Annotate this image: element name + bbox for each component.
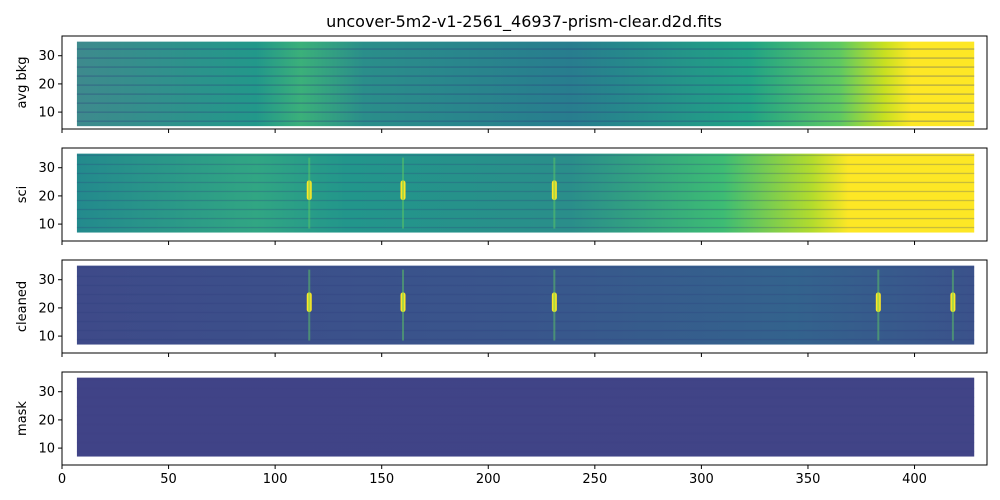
row-stripe [76, 378, 975, 381]
panel-image [76, 377, 975, 457]
row-stripe [76, 93, 975, 95]
row-stripe [76, 181, 975, 184]
y-axis-label: sci [15, 186, 30, 204]
row-stripe [76, 302, 975, 305]
y-axis-label: cleaned [15, 281, 30, 332]
row-stripe [76, 414, 975, 417]
y-tick-label: 10 [38, 330, 55, 345]
row-stripe [76, 266, 975, 269]
row-stripe [76, 120, 975, 122]
row-stripe [76, 226, 975, 229]
y-tick-label: 10 [38, 106, 55, 121]
row-stripe [76, 320, 975, 323]
emission-line-trace [402, 157, 405, 229]
panel-2: 10 20 30 sci [15, 147, 988, 245]
row-stripe [76, 102, 975, 104]
y-tick-label: 20 [38, 77, 55, 92]
emission-line-trace [402, 269, 405, 341]
emission-line-trace [951, 269, 954, 341]
y-tick-label: 30 [38, 273, 55, 288]
panels: 10 20 30 avg bkg 10 20 30 sci 10 20 30 cleaned 10 20 3… [15, 35, 988, 487]
row-stripe [76, 275, 975, 278]
row-stripe [76, 75, 975, 77]
axes-frame [61, 35, 988, 130]
x-tick-label: 400 [902, 472, 927, 487]
y-tick-label: 20 [38, 189, 55, 204]
y-tick-label: 30 [38, 49, 55, 64]
image-region [76, 377, 975, 457]
x-tick-label: 150 [369, 472, 394, 487]
row-stripe [76, 423, 975, 426]
axes-frame [61, 147, 988, 242]
panel-image [76, 265, 975, 345]
row-stripe [76, 199, 975, 202]
axes-frame [61, 371, 988, 466]
row-stripe [76, 396, 975, 399]
row-stripe [76, 405, 975, 408]
row-stripe [76, 48, 975, 50]
x-tick-label: 200 [476, 472, 501, 487]
row-stripe [76, 284, 975, 287]
row-stripe [76, 57, 975, 59]
x-tick-label: 100 [263, 472, 288, 487]
row-stripe [76, 190, 975, 193]
emission-line-trace [553, 157, 556, 229]
row-stripe [76, 163, 975, 166]
image-region [76, 41, 975, 127]
x-tick-label: 250 [582, 472, 607, 487]
image-region [76, 153, 975, 233]
y-tick-label: 20 [38, 301, 55, 316]
row-stripe [76, 208, 975, 211]
y-axis-label: avg bkg [15, 56, 30, 108]
y-tick-label: 30 [38, 385, 55, 400]
image-region [76, 265, 975, 345]
panel-4: 10 20 30 mask 0 50 100 150 200 250 300 350 400 [15, 371, 988, 487]
y-tick-label: 30 [38, 161, 55, 176]
x-tick-label: 50 [160, 472, 177, 487]
y-tick-label: 10 [38, 442, 55, 457]
emission-line-trace [308, 157, 311, 229]
row-stripe [76, 293, 975, 296]
panel-1: 10 20 30 avg bkg [15, 35, 988, 133]
row-stripe [76, 432, 975, 435]
row-stripe [76, 338, 975, 341]
y-axis-label: mask [15, 401, 30, 436]
row-stripe [76, 441, 975, 444]
row-stripe [76, 154, 975, 157]
row-stripe [76, 450, 975, 453]
row-stripe [76, 329, 975, 332]
y-tick-label: 20 [38, 413, 55, 428]
row-stripe [76, 66, 975, 68]
x-tick-label: 0 [58, 472, 66, 487]
panel-image [76, 153, 975, 233]
x-tick-label: 350 [796, 472, 821, 487]
x-tick-label: 300 [689, 472, 714, 487]
emission-line-trace [308, 269, 311, 341]
panel-image [76, 41, 975, 127]
emission-line-trace [877, 269, 880, 341]
row-stripe [76, 311, 975, 314]
emission-line-trace [553, 269, 556, 341]
row-stripe [76, 172, 975, 175]
panel-3: 10 20 30 cleaned [15, 259, 988, 357]
chart-title: uncover-5m2-v1-2561_46937-prism-clear.d2… [326, 12, 722, 32]
row-stripe [76, 84, 975, 86]
row-stripe [76, 217, 975, 220]
y-tick-label: 10 [38, 218, 55, 233]
row-stripe [76, 111, 975, 113]
axes-frame [61, 259, 988, 354]
row-stripe [76, 387, 975, 390]
